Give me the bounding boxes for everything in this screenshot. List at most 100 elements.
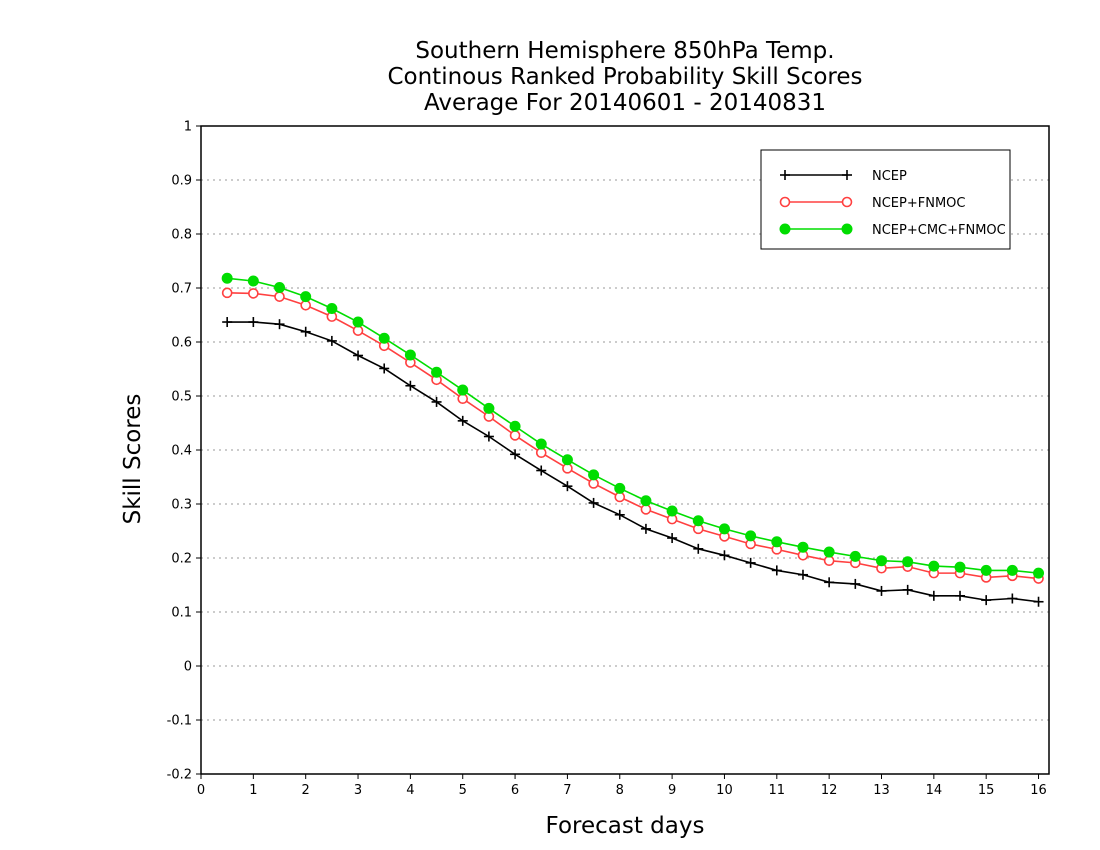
y-tick-label: 0.1 bbox=[171, 606, 192, 621]
data-point-plus bbox=[797, 569, 808, 580]
data-point-plus bbox=[745, 557, 756, 568]
legend: NCEP NCEP+FNMOC NCEP+CMC+FNMOC bbox=[760, 149, 1011, 250]
data-point-filled-circle bbox=[300, 291, 312, 303]
x-axis-label: Forecast days bbox=[546, 813, 705, 839]
y-tick-label: 0.3 bbox=[171, 498, 192, 513]
data-point-filled-circle bbox=[823, 546, 835, 558]
legend-label: NCEP+FNMOC bbox=[872, 196, 965, 211]
x-tick-label: 8 bbox=[616, 783, 624, 798]
y-tick-label: 0.4 bbox=[171, 444, 192, 459]
y-tick-label: 0.9 bbox=[171, 174, 192, 189]
data-point-filled-circle bbox=[666, 505, 678, 517]
data-point-filled-circle bbox=[745, 530, 757, 542]
data-point-filled-circle bbox=[588, 469, 600, 481]
data-point-filled-circle bbox=[221, 272, 233, 284]
data-point-plus bbox=[640, 523, 651, 534]
data-point-plus bbox=[536, 465, 547, 476]
data-point-filled-circle bbox=[535, 438, 547, 450]
x-tick-label: 11 bbox=[769, 783, 786, 798]
y-tick-label: 0.7 bbox=[171, 282, 192, 297]
x-tick-label: 15 bbox=[978, 783, 995, 798]
data-point-filled-circle bbox=[954, 561, 966, 573]
data-point-plus bbox=[353, 350, 364, 361]
series-ncep-fnmoc bbox=[221, 287, 1044, 584]
x-tick-label: 2 bbox=[302, 783, 310, 798]
data-point-plus bbox=[274, 319, 285, 330]
data-point-filled-circle bbox=[928, 560, 940, 572]
legend-item: NCEP bbox=[780, 169, 907, 184]
data-point-filled-circle bbox=[352, 316, 364, 328]
data-point-plus bbox=[614, 509, 625, 520]
x-tick-label: 12 bbox=[821, 783, 838, 798]
series-line bbox=[227, 277, 1039, 574]
data-point-plus bbox=[902, 584, 913, 595]
data-point-filled-circle bbox=[841, 223, 853, 235]
y-tick-label: 0 bbox=[184, 660, 192, 675]
data-point-filled-circle bbox=[509, 420, 521, 432]
x-tick-label: 13 bbox=[873, 783, 890, 798]
legend-label: NCEP+CMC+FNMOC bbox=[872, 223, 1006, 238]
data-point-filled-circle bbox=[692, 515, 704, 527]
data-point-filled-circle bbox=[771, 536, 783, 548]
data-point-plus bbox=[771, 565, 782, 576]
x-tick-label: 14 bbox=[926, 783, 943, 798]
data-point-plus bbox=[824, 577, 835, 588]
data-point-open-circle bbox=[841, 196, 853, 208]
data-point-plus bbox=[1007, 593, 1018, 604]
data-point-open-circle bbox=[248, 288, 259, 299]
data-point-plus bbox=[928, 590, 939, 601]
x-tick-label: 7 bbox=[563, 783, 571, 798]
data-point-plus bbox=[719, 550, 730, 561]
data-point-filled-circle bbox=[457, 384, 469, 396]
data-point-plus bbox=[379, 363, 390, 374]
data-point-plus bbox=[457, 415, 468, 426]
data-point-filled-circle bbox=[561, 454, 573, 466]
data-point-filled-circle bbox=[1006, 564, 1018, 576]
chart-title: Southern Hemisphere 850hPa Temp. Contino… bbox=[387, 38, 862, 116]
data-point-plus bbox=[431, 396, 442, 407]
x-tick-label: 1 bbox=[249, 783, 257, 798]
data-point-filled-circle bbox=[875, 555, 887, 567]
data-point-open-circle bbox=[221, 287, 233, 299]
data-point-plus bbox=[222, 317, 233, 328]
data-point-open-circle bbox=[509, 430, 521, 441]
data-point-filled-circle bbox=[378, 332, 390, 344]
data-point-open-circle bbox=[779, 196, 791, 208]
legend-item: NCEP+FNMOC bbox=[779, 196, 965, 211]
series-ncep bbox=[222, 317, 1044, 607]
y-tick-label: 0.8 bbox=[171, 228, 192, 243]
data-point-filled-circle bbox=[718, 523, 730, 535]
chart-title-line-3: Average For 20140601 - 20140831 bbox=[424, 90, 826, 116]
data-point-plus bbox=[955, 590, 966, 601]
data-point-filled-circle bbox=[797, 541, 809, 553]
x-tick-label: 5 bbox=[459, 783, 467, 798]
data-point-filled-circle bbox=[779, 223, 791, 235]
legend-box bbox=[760, 149, 1011, 250]
series-ncep-cmc-fnmoc bbox=[221, 272, 1045, 579]
grid bbox=[201, 179, 1049, 721]
data-point-filled-circle bbox=[326, 303, 338, 315]
data-point-filled-circle bbox=[483, 402, 495, 414]
x-tick-label: 3 bbox=[354, 783, 362, 798]
y-tick-label: -0.1 bbox=[167, 714, 192, 729]
series-line bbox=[227, 292, 1039, 580]
data-point-open-circle bbox=[274, 291, 285, 302]
data-point-plus bbox=[842, 170, 852, 180]
y-tick-label: -0.2 bbox=[167, 768, 192, 783]
data-point-plus bbox=[510, 449, 521, 460]
x-tick-label: 16 bbox=[1030, 783, 1047, 798]
axes: -0.2-0.100.10.20.30.40.50.60.70.80.910 1 2… bbox=[167, 120, 1050, 798]
x-tick-label: 0 bbox=[197, 783, 205, 798]
x-tick-label: 4 bbox=[406, 783, 414, 798]
legend-label: NCEP bbox=[872, 169, 907, 184]
legend-item: NCEP+CMC+FNMOC bbox=[779, 223, 1006, 238]
data-point-plus bbox=[405, 380, 416, 391]
y-axis-label: Skill Scores bbox=[120, 394, 146, 525]
chart-title-line-1: Southern Hemisphere 850hPa Temp. bbox=[415, 38, 834, 64]
data-point-filled-circle bbox=[614, 482, 626, 494]
x-tick-label: 6 bbox=[511, 783, 519, 798]
data-point-plus bbox=[780, 170, 790, 180]
data-point-plus bbox=[667, 533, 678, 544]
data-point-filled-circle bbox=[640, 495, 652, 507]
data-point-filled-circle bbox=[980, 564, 992, 576]
